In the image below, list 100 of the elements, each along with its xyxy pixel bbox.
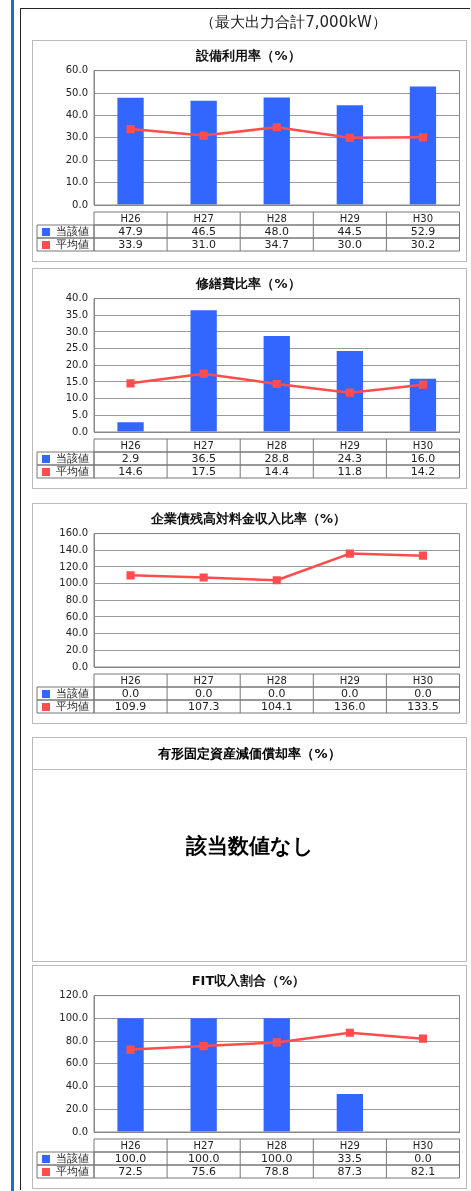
- data-label: 100.0: [114, 1151, 147, 1165]
- y-tick-label: 100.0: [59, 577, 88, 589]
- y-tick-label: 60.0: [65, 610, 88, 622]
- y-tick-label: 20.0: [65, 1102, 88, 1114]
- chart-title: 設備利用率（%）: [195, 48, 301, 64]
- x-tick-label: H26: [120, 439, 141, 451]
- legend-label: 平均値: [56, 237, 89, 251]
- data-label: 24.3: [337, 451, 363, 465]
- x-tick-label: H27: [193, 212, 214, 224]
- y-tick-label: 60.0: [65, 64, 88, 76]
- x-tick-label: H30: [412, 674, 434, 686]
- y-tick-label: 140.0: [59, 543, 88, 555]
- point: [345, 1028, 354, 1037]
- y-tick-label: 10.0: [65, 392, 88, 404]
- y-tick-label: 30.0: [65, 325, 88, 337]
- y-tick-label: 0.0: [72, 198, 88, 210]
- point: [126, 379, 135, 388]
- data-label: 33.5: [337, 1151, 363, 1165]
- x-tick-label: H30: [412, 439, 434, 451]
- bar: [190, 310, 217, 432]
- x-tick-label: H26: [120, 212, 141, 224]
- point: [345, 388, 354, 397]
- point: [126, 1045, 135, 1054]
- data-label: 11.8: [337, 464, 363, 478]
- x-tick-label: H29: [339, 1139, 360, 1151]
- x-tick-label: H27: [193, 1139, 214, 1151]
- y-tick-label: 35.0: [65, 308, 88, 320]
- data-label: 52.9: [410, 224, 436, 238]
- y-tick-label: 20.0: [65, 643, 88, 655]
- data-label: 36.5: [191, 451, 216, 465]
- bar: [336, 105, 364, 205]
- point: [199, 573, 208, 582]
- y-tick-label: 80.0: [65, 593, 88, 605]
- data-label: 30.0: [337, 237, 363, 251]
- y-tick-label: 50.0: [65, 86, 88, 98]
- legend-label: 当該値: [56, 1151, 89, 1165]
- data-label: 82.1: [410, 1164, 436, 1178]
- y-tick-label: 0.0: [72, 1125, 88, 1137]
- data-label: 100.0: [187, 1151, 220, 1165]
- point: [272, 576, 281, 585]
- x-tick-label: H26: [120, 674, 141, 686]
- data-label: 34.7: [264, 237, 289, 251]
- point: [272, 1038, 281, 1047]
- legend-label: 当該値: [56, 224, 89, 238]
- data-label: 0.0: [414, 1151, 432, 1165]
- data-label: 72.5: [118, 1164, 143, 1178]
- data-label: 48.0: [264, 224, 289, 238]
- bar: [263, 97, 290, 205]
- data-label: 30.2: [410, 237, 436, 251]
- text: 該当数値なし: [184, 833, 315, 860]
- x-tick-label: H27: [193, 674, 214, 686]
- y-tick-label: 120.0: [59, 560, 88, 572]
- x-tick-label: H28: [266, 674, 287, 686]
- point: [345, 549, 354, 558]
- point: [272, 379, 281, 389]
- bar: [117, 422, 144, 432]
- legend-label: 当該値: [56, 451, 89, 465]
- y-tick-label: 0.0: [72, 660, 88, 672]
- point: [199, 369, 208, 378]
- y-tick-label: 30.0: [65, 131, 88, 143]
- y-tick-label: 40.0: [65, 627, 88, 639]
- data-label: 104.1: [261, 699, 293, 713]
- legend-label: 平均値: [56, 464, 89, 478]
- y-tick-label: 0.0: [72, 425, 88, 437]
- y-tick-label: 20.0: [65, 358, 88, 370]
- x-tick-label: H28: [266, 439, 287, 451]
- y-tick-label: 15.0: [65, 375, 88, 387]
- y-tick-label: 60.0: [65, 1057, 88, 1069]
- y-tick-label: 160.0: [59, 527, 88, 539]
- y-tick-label: 100.0: [59, 1011, 88, 1023]
- x-tick-label: H27: [193, 439, 214, 451]
- chart-subtitle: （最大出力合計7,000kW）: [199, 13, 388, 32]
- bar: [409, 378, 437, 432]
- x-tick-label: H26: [120, 1139, 141, 1151]
- data-label: 109.9: [114, 699, 147, 713]
- data-label: 16.0: [410, 451, 436, 465]
- data-label: 14.2: [410, 464, 436, 478]
- data-label: 133.5: [407, 699, 439, 713]
- data-label: 2.9: [121, 451, 140, 465]
- point: [418, 133, 428, 142]
- data-label: 47.9: [118, 224, 143, 238]
- x-tick-label: H30: [412, 1139, 434, 1151]
- text: 有形固定資産減価償却率（%）: [33, 738, 466, 770]
- x-tick-label: H29: [339, 674, 360, 686]
- bar: [117, 97, 144, 205]
- legend-label: 平均値: [56, 1164, 89, 1178]
- point: [418, 551, 428, 560]
- data-label: 46.5: [191, 224, 216, 238]
- y-tick-label: 25.0: [65, 342, 88, 354]
- data-label: 0.0: [268, 686, 286, 700]
- x-tick-label: H28: [266, 212, 287, 224]
- x-tick-label: H30: [412, 212, 434, 224]
- point: [126, 571, 135, 580]
- chart-title: 修繕費比率（%）: [195, 276, 301, 292]
- bar: [263, 335, 290, 432]
- data-label: 33.9: [118, 237, 143, 251]
- point: [272, 123, 281, 132]
- data-label: 0.0: [194, 686, 213, 700]
- data-label: 0.0: [121, 686, 140, 700]
- data-label: 136.0: [334, 699, 366, 713]
